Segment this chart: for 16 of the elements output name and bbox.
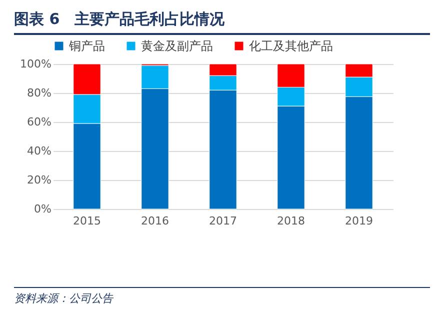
legend-label: 化工及其他产品 — [249, 39, 333, 53]
x-tick-label: 2018 — [277, 214, 305, 228]
y-tick-label: 80% — [27, 86, 52, 100]
chart-title: 图表 6 主要产品毛利占比情况 — [14, 10, 430, 35]
y-tick-label: 60% — [27, 116, 52, 128]
y-tick-label: 40% — [27, 144, 52, 158]
x-tick-label: 2016 — [141, 214, 169, 228]
y-tick-label: 0% — [34, 202, 52, 216]
x-tick-label: 2017 — [209, 214, 237, 228]
text: 资料来源：公司公告 — [14, 287, 430, 306]
y-tick-label: 20% — [27, 174, 52, 186]
y-tick-label: 100% — [20, 58, 52, 70]
x-tick-label: 2015 — [73, 214, 101, 228]
x-tick-label: 2019 — [345, 214, 373, 228]
legend-label: 铜产品 — [68, 39, 105, 53]
legend-label: 黄金及副产品 — [141, 39, 213, 53]
